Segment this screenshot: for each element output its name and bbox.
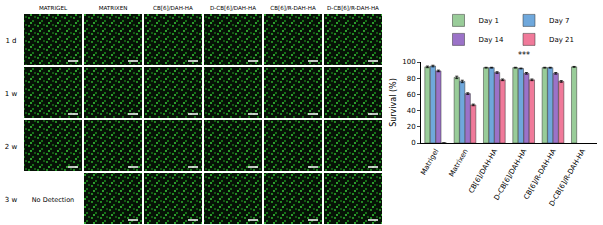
svg-text:CB[6]/DAH-HA: CB[6]/DAH-HA (153, 5, 193, 11)
svg-text:40: 40 (407, 107, 416, 115)
svg-text:CB[6]/DAH-HA: CB[6]/DAH-HA (467, 147, 499, 194)
svg-text:No Detection: No Detection (32, 196, 74, 204)
svg-text:1 d: 1 d (5, 37, 16, 45)
svg-text:MATRIXEN: MATRIXEN (99, 5, 128, 11)
svg-text:3 w: 3 w (5, 196, 18, 204)
svg-text:MATRIGEL: MATRIGEL (39, 5, 68, 11)
svg-text:20: 20 (407, 123, 416, 131)
svg-text:Day 21: Day 21 (549, 36, 574, 44)
svg-text:1 w: 1 w (5, 90, 18, 98)
svg-text:Matrixen: Matrixen (448, 148, 470, 178)
svg-text:CB[6]/R-DAH-HA: CB[6]/R-DAH-HA (270, 5, 316, 11)
svg-text:Day 14: Day 14 (479, 36, 505, 44)
svg-text:***: *** (518, 51, 530, 60)
svg-text:0: 0 (411, 139, 415, 147)
svg-text:Survival (%): Survival (%) (389, 78, 398, 127)
svg-text:Day 1: Day 1 (479, 17, 500, 25)
svg-text:Day 7: Day 7 (549, 17, 570, 25)
svg-text:2 w: 2 w (5, 143, 18, 151)
svg-text:D-CB[6]/R-DAH-HA: D-CB[6]/R-DAH-HA (548, 147, 587, 207)
svg-text:CB[6]/R-DAH-HA: CB[6]/R-DAH-HA (522, 147, 558, 201)
svg-text:D-CB[6]/DAH-HA: D-CB[6]/DAH-HA (210, 5, 256, 11)
svg-text:Matrigel: Matrigel (419, 148, 440, 177)
svg-text:60: 60 (407, 91, 416, 99)
svg-text:D-CB[6]/R-DAH-HA: D-CB[6]/R-DAH-HA (327, 5, 379, 11)
svg-text:100: 100 (402, 58, 415, 66)
svg-text:D-CB[6]/DAH-HA: D-CB[6]/DAH-HA (493, 147, 529, 201)
svg-text:80: 80 (407, 75, 416, 83)
